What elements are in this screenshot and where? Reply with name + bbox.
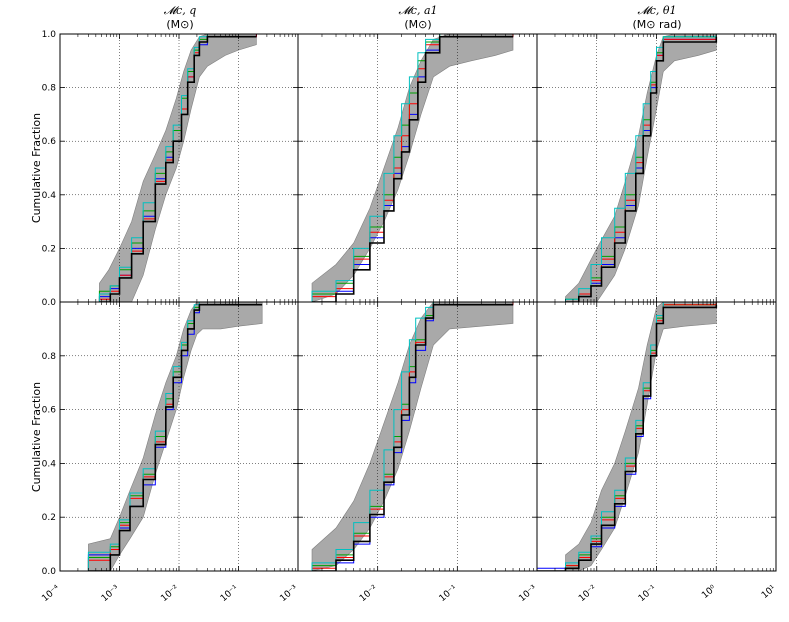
x-tick-label: 10⁻¹ [219,583,241,604]
y-tick-label: 1.0 [42,30,57,40]
series-line-5 [312,35,513,302]
y-tick-label: 0.0 [42,298,57,308]
y-tick-label: 0.8 [42,352,57,362]
confidence-band [99,34,257,302]
col-title-math-2: 𝓜c, a1 [398,4,437,17]
series-line-5 [537,304,718,571]
series-line-1 [565,34,717,302]
y-axis-label-top: Cumulative Fraction [30,113,43,223]
y-tick-label: 0.6 [42,137,57,147]
x-tick-label: 10⁻³ [517,583,539,604]
col-title-units-3: (M⊙ rad) [632,18,681,31]
col-title-units-1: (M⊙) [166,18,193,31]
confidence-band [88,302,263,571]
confidence-band [311,34,514,302]
y-tick-label: 0.0 [42,567,57,577]
series-line-4 [311,34,513,302]
y-tick-label: 0.8 [42,84,57,94]
y-tick-label: 0.4 [42,459,57,469]
x-tick-label: 10⁻² [358,583,380,604]
x-tick-label: 10⁻¹ [637,583,659,604]
x-tick-label: 10⁻⁴ [40,583,62,604]
x-tick-label: 10⁻¹ [438,583,460,604]
x-tick-label: 10¹ [760,583,778,601]
series-line-5 [312,303,513,571]
series-line-5 [88,303,263,571]
x-tick-label: 10⁻³ [278,583,300,604]
panel-top-left: 0.0 0.2 0.4 0.6 0.8 1.0 [42,30,299,308]
col-title-units-2: (M⊙) [404,18,431,31]
panel-bottom-right: 10⁻³ 10⁻² 10⁻¹ 10⁰ 10¹ [517,301,778,604]
series-line-3 [311,34,514,302]
y-tick-label: 0.2 [42,244,56,254]
y-tick-label: 0.4 [42,191,57,201]
panel-top-middle [297,33,538,303]
x-tick-label: 10⁰ [700,583,718,601]
confidence-band [311,302,514,571]
y-axis-label-bottom: Cumulative Fraction [30,382,43,492]
col-title-math-3: 𝓜c, θ1 [637,4,676,17]
col-title-math-1: 𝓜c, q [164,4,197,17]
y-tick-label: 0.6 [42,406,57,416]
panel-bottom-left: 0.0 0.2 0.4 0.6 0.8 10⁻⁴ 10⁻³ 10⁻² 10⁻¹ [40,301,299,604]
series-line-4 [311,302,513,571]
series-line-4 [565,34,717,302]
x-tick-label: 10⁻² [577,583,599,604]
y-tick-label: 0.2 [42,513,56,523]
series-line-5 [565,36,718,302]
x-tick-label: 10⁻² [159,583,181,604]
panel-top-right [536,33,777,303]
panels: 0.0 0.2 0.4 0.6 0.8 1.0 0.0 0.2 0.4 0.6 0.8 10⁻⁴ 10⁻… [40,30,778,604]
x-tick-label: 10⁻³ [100,583,122,604]
series-line-5 [99,35,257,302]
panel-bottom-middle: 10⁻³ 10⁻² 10⁻¹ [278,301,538,604]
axes-frame [59,33,299,303]
